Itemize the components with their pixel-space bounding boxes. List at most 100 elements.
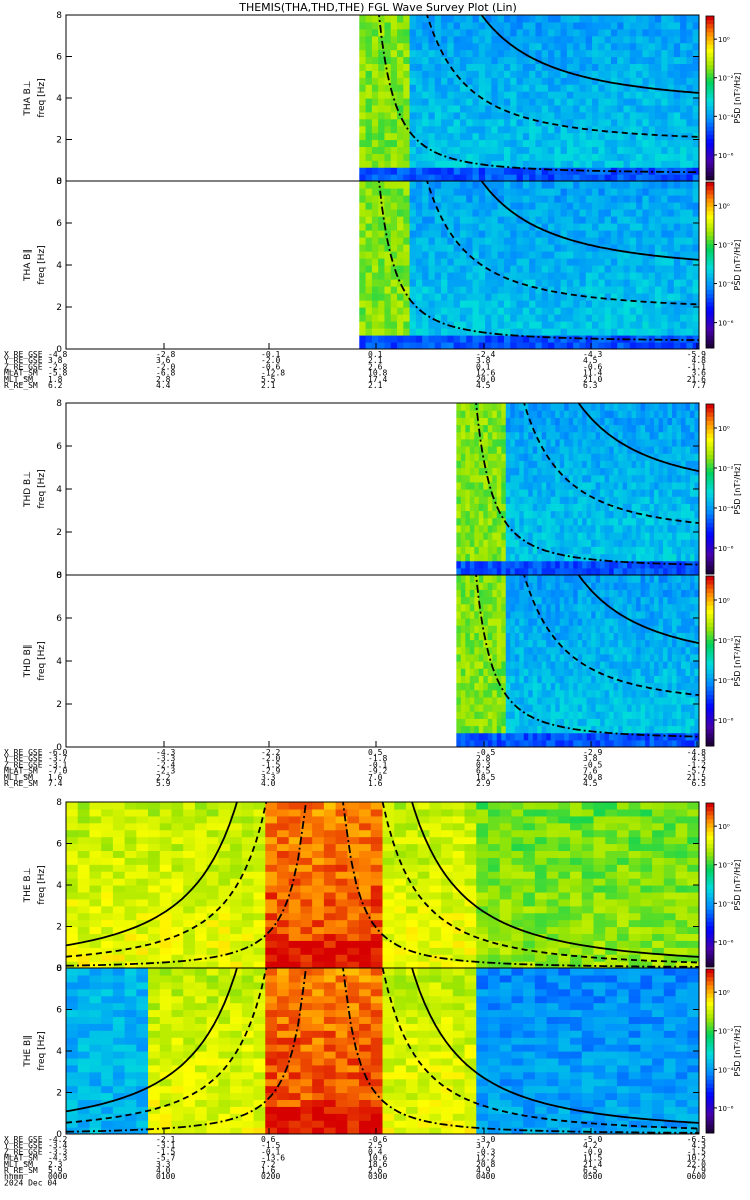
spectrogram-cell [654,111,662,120]
spectrogram-cell [649,438,655,447]
spectrogram-cell [497,272,505,280]
spectrogram-cell [681,560,687,569]
spectrogram-cell [397,300,404,308]
spectrogram-cell [686,188,694,196]
spectrogram-cell [487,575,493,583]
spectrogram-cell [568,417,574,426]
spectrogram-cell [636,49,643,58]
spectrogram-cell [658,424,664,433]
spectrogram-cell [523,653,529,662]
spectrogram-cell [548,56,555,65]
spectrogram-tha_bpar [359,181,699,349]
spectrogram-cell [478,503,484,512]
spectrogram-cell [690,424,696,433]
spectrogram-cell [645,517,651,526]
spectrogram-cell [466,35,474,44]
spectrogram-cell [577,489,583,497]
spectrogram-cell [384,111,392,120]
spectrogram-cell [559,524,565,533]
spectrogram-cell [579,342,587,349]
spectrogram-cell [604,575,610,583]
spectrogram-cell [577,532,583,540]
spectrogram-cell [485,42,492,51]
spectrogram-cell [496,711,502,719]
spectrogram-cell [519,696,525,705]
frequency-curve [426,181,699,306]
spectrogram-cell [487,661,493,669]
panel-ylabel: THA B∥ [23,249,33,282]
spectrogram-cell [591,431,597,440]
colorbar-swatch [706,335,714,341]
spectrogram-cell [491,77,499,85]
spectrogram-cell [497,279,505,287]
colorbar-swatch [706,523,714,528]
spectrogram-cell [667,453,673,461]
spectrogram-cell [496,517,502,526]
spectrogram-cell [555,410,561,418]
spectrogram-cell [528,403,534,411]
spectrogram-cell [548,272,555,280]
spectrogram-cell [548,70,555,78]
spectrogram-cell [409,328,417,336]
spectrogram-cell [483,661,489,669]
spectrogram-cell [415,153,423,161]
spectrogram-cell [384,118,392,127]
spectrogram-cell [456,489,462,497]
spectrogram-cell [478,251,486,259]
spectrogram-cell [496,603,502,612]
spectrogram-cell [519,532,525,540]
spectrogram-cell [465,718,471,727]
spectrogram-cell [447,279,455,287]
spectrogram-cell [546,739,552,747]
spectrogram-cell [522,70,530,78]
spectrogram-cell [505,403,511,411]
spectrogram-cell [483,453,489,461]
spectrogram-cell [585,216,593,224]
spectrogram-cell [604,582,610,590]
spectrogram-cell [610,98,618,106]
spectrogram-cell [629,104,637,113]
spectrogram-cell [642,293,650,301]
spectrogram-cell [415,21,423,30]
spectrogram-cell [559,532,565,540]
spectrogram-cell [397,286,404,294]
spectrogram-cell [618,682,624,691]
spectrogram-cell [673,153,681,161]
spectrogram-cell [680,167,688,175]
spectrogram-cell [661,146,669,154]
spectrogram-cell [629,98,637,106]
spectrogram-cell [663,467,669,476]
spectrogram-cell [478,560,484,569]
spectrogram-cell [582,517,588,526]
spectrogram-cell [384,293,392,301]
spectrogram-cell [487,596,493,605]
colorbar-swatch [706,510,714,515]
spectrogram-cell [672,438,678,447]
spectrogram-cell [546,646,552,655]
spectrogram-cell [573,21,581,30]
spectrogram-cell [642,272,650,280]
spectrogram-cell [618,596,624,605]
spectrogram-cell [519,467,525,476]
spectrogram-cell [586,453,592,461]
spectrogram-cell [648,15,656,23]
spectrogram-cell [422,84,430,92]
spectrogram-cell [472,104,480,113]
spectrogram-cell [384,230,392,238]
spectrogram-cell [501,560,507,569]
spectrogram-cell [604,603,610,612]
spectrogram-cell [604,553,610,562]
spectrogram-cell [378,195,386,203]
spectrogram-cell [586,431,592,440]
spectrogram-cell [469,503,475,512]
spectrogram-cell [690,539,696,547]
spectrogram-cell [598,15,606,23]
spectrogram-cell [680,111,688,120]
spectrogram-cell [582,460,588,469]
spectrogram-cell [541,63,549,71]
spectrogram-cell [592,98,599,106]
spectrogram-cell [681,410,687,418]
spectrogram-cell [460,596,466,605]
spectrogram-cell [676,496,682,504]
